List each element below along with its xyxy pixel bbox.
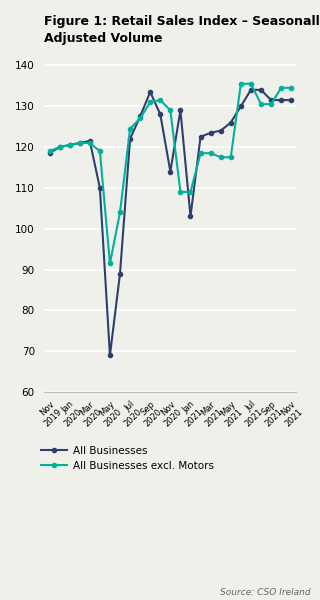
All Businesses — [168, 168, 172, 175]
All Businesses — [249, 86, 253, 94]
All Businesses — [58, 143, 61, 151]
All Businesses excl. Motors — [249, 80, 253, 88]
All Businesses excl. Motors — [98, 148, 102, 155]
All Businesses — [158, 111, 162, 118]
All Businesses — [219, 127, 223, 134]
Line: All Businesses: All Businesses — [47, 88, 293, 358]
All Businesses excl. Motors — [188, 188, 192, 196]
All Businesses excl. Motors — [88, 139, 92, 146]
Text: Figure 1: Retail Sales Index – Seasonally
Adjusted Volume: Figure 1: Retail Sales Index – Seasonall… — [44, 15, 320, 45]
All Businesses — [118, 270, 122, 277]
All Businesses — [179, 107, 182, 114]
All Businesses — [279, 97, 283, 104]
Legend: All Businesses, All Businesses excl. Motors: All Businesses, All Businesses excl. Mot… — [37, 442, 218, 475]
All Businesses — [199, 133, 203, 140]
All Businesses excl. Motors — [68, 142, 72, 149]
All Businesses excl. Motors — [148, 98, 152, 106]
All Businesses — [239, 103, 243, 110]
All Businesses — [209, 129, 212, 136]
All Businesses excl. Motors — [289, 84, 293, 91]
All Businesses excl. Motors — [269, 101, 273, 108]
All Businesses excl. Motors — [48, 148, 52, 155]
All Businesses excl. Motors — [108, 260, 112, 267]
All Businesses — [229, 119, 233, 126]
All Businesses excl. Motors — [118, 209, 122, 216]
All Businesses — [68, 142, 72, 149]
All Businesses — [148, 88, 152, 95]
All Businesses — [138, 113, 142, 120]
All Businesses excl. Motors — [209, 149, 212, 157]
All Businesses — [88, 137, 92, 145]
All Businesses excl. Motors — [168, 107, 172, 114]
All Businesses excl. Motors — [78, 139, 82, 146]
All Businesses excl. Motors — [158, 97, 162, 104]
All Businesses — [78, 139, 82, 146]
All Businesses — [269, 97, 273, 104]
All Businesses excl. Motors — [128, 125, 132, 132]
All Businesses excl. Motors — [279, 84, 283, 91]
All Businesses excl. Motors — [199, 149, 203, 157]
All Businesses excl. Motors — [58, 143, 61, 151]
All Businesses — [98, 184, 102, 191]
All Businesses excl. Motors — [229, 154, 233, 161]
All Businesses excl. Motors — [138, 115, 142, 122]
All Businesses excl. Motors — [239, 80, 243, 88]
Text: Source: CSO Ireland: Source: CSO Ireland — [220, 588, 310, 597]
All Businesses — [108, 352, 112, 359]
Line: All Businesses excl. Motors: All Businesses excl. Motors — [47, 82, 293, 266]
All Businesses — [128, 135, 132, 142]
All Businesses — [188, 213, 192, 220]
All Businesses excl. Motors — [219, 154, 223, 161]
All Businesses excl. Motors — [259, 101, 263, 108]
All Businesses excl. Motors — [179, 188, 182, 196]
All Businesses — [259, 86, 263, 94]
All Businesses — [48, 149, 52, 157]
All Businesses — [289, 97, 293, 104]
